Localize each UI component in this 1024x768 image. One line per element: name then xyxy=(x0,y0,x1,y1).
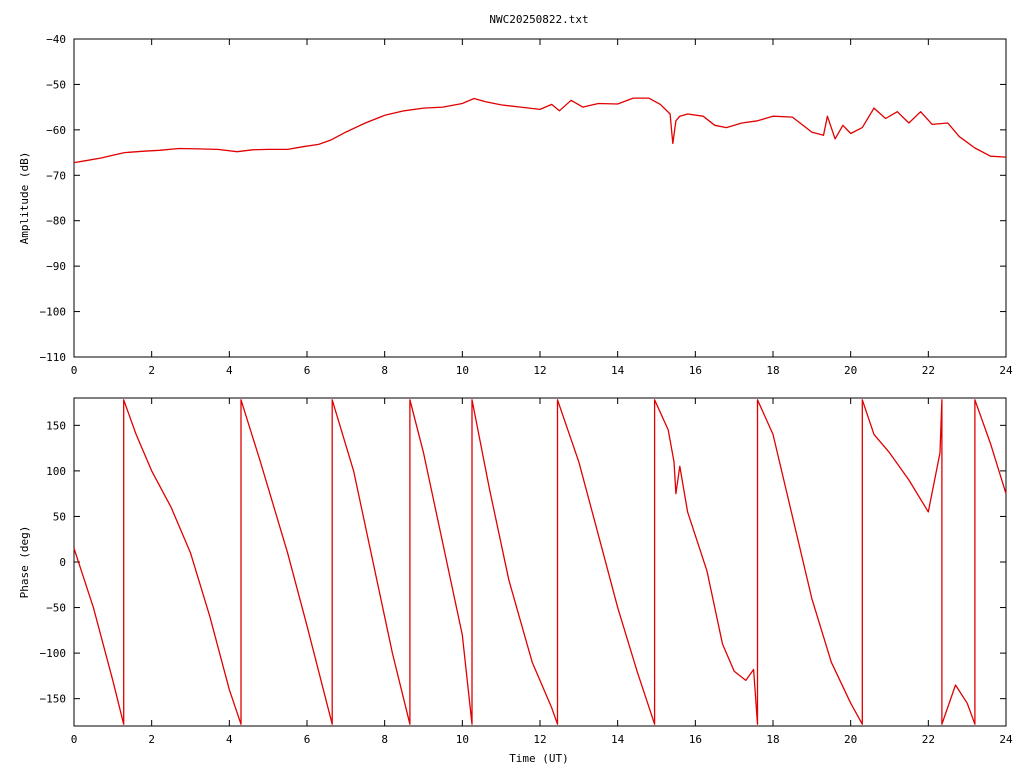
phase-x-tick-label: 24 xyxy=(999,733,1013,746)
amplitude-x-tick-label: 14 xyxy=(611,364,625,377)
amplitude-series-line xyxy=(73,97,1007,164)
phase-x-tick-label: 20 xyxy=(844,733,857,746)
phase-y-tick-label: 0 xyxy=(59,556,66,569)
phase-y-tick-label: −50 xyxy=(46,602,66,615)
amplitude-x-tick-label: 8 xyxy=(381,364,388,377)
amplitude-axis-label: Amplitude (dB) xyxy=(18,152,31,245)
phase-x-tick-label: 0 xyxy=(71,733,78,746)
phase-x-tick-label: 8 xyxy=(381,733,388,746)
phase-panel: 0 2 4 6 8 10 12 14 16 18 20 22 24−150−100−5005010015… xyxy=(40,397,1013,746)
phase-x-tick-label: 14 xyxy=(611,733,625,746)
phase-x-tick-label: 2 xyxy=(148,733,155,746)
amplitude-panel: 0 2 4 6 8 10 12 14 16 18 20 22 24−110−100−90−80−70−6… xyxy=(40,33,1013,377)
amplitude-x-tick-label: 0 xyxy=(71,364,78,377)
amplitude-y-tick-label: −70 xyxy=(46,169,66,182)
amplitude-y-tick-label: −80 xyxy=(46,215,66,228)
amplitude-y-tick-label: −90 xyxy=(46,260,66,273)
phase-x-tick-label: 18 xyxy=(766,733,779,746)
amplitude-x-tick-label: 18 xyxy=(766,364,779,377)
phase-x-tick-label: 22 xyxy=(922,733,935,746)
phase-y-tick-label: −150 xyxy=(40,693,67,706)
amplitude-plot-frame xyxy=(73,38,1007,358)
phase-y-tick-label: 50 xyxy=(53,510,66,523)
phase-y-tick-label: −100 xyxy=(40,647,67,660)
phase-x-tick-label: 12 xyxy=(533,733,546,746)
phase-x-tick-label: 16 xyxy=(689,733,702,746)
phase-series-line xyxy=(73,399,1007,725)
phase-x-tick-label: 4 xyxy=(226,733,233,746)
time-axis-label: Time (UT) xyxy=(509,752,569,765)
phase-x-tick-label: 10 xyxy=(456,733,469,746)
amplitude-x-tick-label: 16 xyxy=(689,364,702,377)
amplitude-x-tick-label: 12 xyxy=(533,364,546,377)
amplitude-y-tick-label: −60 xyxy=(46,124,66,137)
amplitude-y-tick-label: −40 xyxy=(46,33,66,46)
phase-axis-label: Phase (deg) xyxy=(18,526,31,599)
amplitude-y-tick-label: −110 xyxy=(40,351,67,364)
amplitude-x-tick-label: 22 xyxy=(922,364,935,377)
amplitude-x-tick-label: 4 xyxy=(226,364,233,377)
amplitude-x-tick-label: 10 xyxy=(456,364,469,377)
amplitude-x-tick-label: 20 xyxy=(844,364,857,377)
amplitude-x-tick-label: 24 xyxy=(999,364,1013,377)
amplitude-x-tick-label: 6 xyxy=(304,364,311,377)
chart-title: NWC20250822.txt xyxy=(489,13,588,26)
amplitude-y-tick-label: −50 xyxy=(46,78,66,91)
phase-y-tick-label: 100 xyxy=(46,465,66,478)
phase-x-tick-label: 6 xyxy=(304,733,311,746)
amplitude-y-tick-label: −100 xyxy=(40,306,67,319)
phase-y-tick-label: 150 xyxy=(46,419,66,432)
amplitude-x-tick-label: 2 xyxy=(148,364,155,377)
phase-plot-frame xyxy=(73,397,1007,727)
